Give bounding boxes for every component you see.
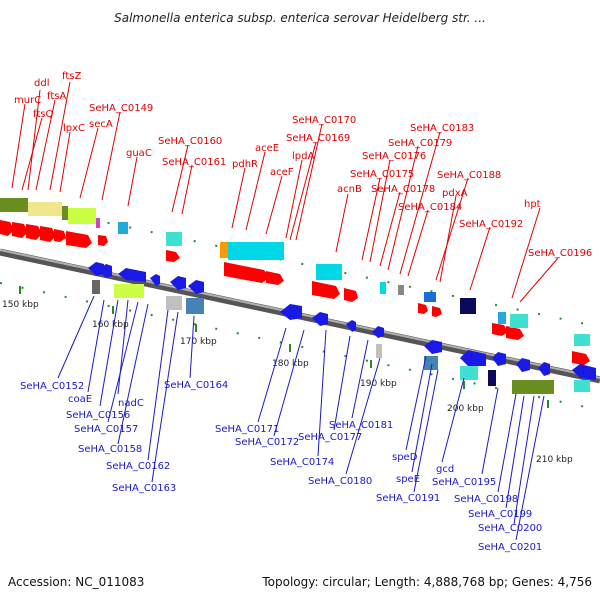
gene-label: SeHA_C0152: [20, 381, 84, 392]
gene-label: gcd: [436, 464, 454, 475]
map-title: Salmonella enterica subsp. enterica sero…: [114, 11, 486, 25]
gene-label: SeHA_C0149: [89, 103, 153, 114]
gene-label: SeHA_C0170: [292, 115, 356, 126]
scale-label: 200 kbp: [447, 404, 484, 414]
gene-label: SeHA_C0201: [478, 542, 542, 553]
reverse-genes: [88, 262, 596, 380]
summary-text: Topology: circular; Length: 4,888,768 bp…: [261, 575, 592, 589]
gene-label: SeHA_C0178: [371, 184, 435, 195]
gene-label: pdhR: [232, 159, 258, 170]
gene-label: lpdA: [292, 151, 314, 162]
scale-label: 160 kbp: [92, 320, 129, 330]
gene-label: SeHA_C0198: [454, 494, 518, 505]
gene-label: lpxC: [63, 123, 85, 134]
gene-label: SeHA_C0188: [437, 170, 501, 181]
gene-label: SeHA_C0171: [215, 424, 279, 435]
forward-genes: [0, 220, 590, 365]
gene-label: SeHA_C0176: [362, 151, 426, 162]
gene-label: ftsA: [47, 91, 66, 102]
gene-label: nadC: [118, 398, 144, 409]
gene-label: SeHA_C0184: [398, 202, 462, 213]
gene-label: SeHA_C0177: [298, 432, 362, 443]
gene-label: SeHA_C0195: [432, 477, 496, 488]
scale-label: 180 kbp: [272, 359, 309, 369]
cog-blocks: [0, 198, 590, 394]
gene-label: aceF: [270, 167, 294, 178]
scale-label: 210 kbp: [536, 455, 573, 465]
gene-label: speD: [392, 452, 418, 463]
gene-label: SeHA_C0169: [286, 133, 350, 144]
scale-label: 170 kbp: [180, 337, 217, 347]
gene-label: SeHA_C0156: [66, 410, 130, 421]
gene-label: SeHA_C0180: [308, 476, 372, 487]
gene-label: murC: [14, 95, 41, 106]
gene-label: ftsQ: [33, 109, 53, 120]
gene-label: aceE: [255, 143, 279, 154]
gene-label: acnB: [337, 184, 362, 195]
gene-label: SeHA_C0192: [459, 219, 523, 230]
accession-text: Accession: NC_011083: [8, 575, 144, 589]
gene-label: guaC: [126, 148, 152, 159]
gene-label: SeHA_C0164: [164, 380, 228, 391]
scale-label: 150 kbp: [2, 300, 39, 310]
gene-label: SeHA_C0163: [112, 483, 176, 494]
gene-label: SeHA_C0183: [410, 123, 474, 134]
gene-label: speE: [396, 474, 420, 485]
gene-label: SeHA_C0196: [528, 248, 592, 259]
gene-label: pdxA: [442, 188, 468, 199]
gene-label: SeHA_C0172: [235, 437, 299, 448]
gene-label: ftsZ: [62, 71, 81, 82]
gene-label: SeHA_C0200: [478, 523, 542, 534]
gene-label: SeHA_C0157: [74, 424, 138, 435]
gene-label: SeHA_C0175: [350, 169, 414, 180]
scale-ticks: [19, 286, 549, 408]
gene-label: SeHA_C0199: [468, 509, 532, 520]
bottom-gene-labels: SeHA_C0152 coaE SeHA_C0156 nadC SeHA_C01…: [20, 295, 545, 553]
gene-label: SeHA_C0181: [329, 420, 393, 431]
gene-label: coaE: [68, 394, 92, 405]
gene-label: hpt: [524, 199, 541, 210]
scale-label: 190 kbp: [360, 379, 397, 389]
gene-label: SeHA_C0158: [78, 444, 142, 455]
scale-labels: 150 kbp 160 kbp 170 kbp 180 kbp 190 kbp …: [2, 300, 573, 465]
gene-label: secA: [89, 119, 113, 130]
gene-label: SeHA_C0161: [162, 157, 226, 168]
gene-label: SeHA_C0174: [270, 457, 334, 468]
gene-label: SeHA_C0191: [376, 493, 440, 504]
gene-label: SeHA_C0162: [106, 461, 170, 472]
gene-label: SeHA_C0179: [388, 138, 452, 149]
gene-label: ddl: [34, 78, 49, 89]
gene-label: SeHA_C0160: [158, 136, 222, 147]
top-gene-labels: ddl ftsZ murC ftsA ftsQ lpxC secA SeHA_C…: [11, 71, 592, 303]
